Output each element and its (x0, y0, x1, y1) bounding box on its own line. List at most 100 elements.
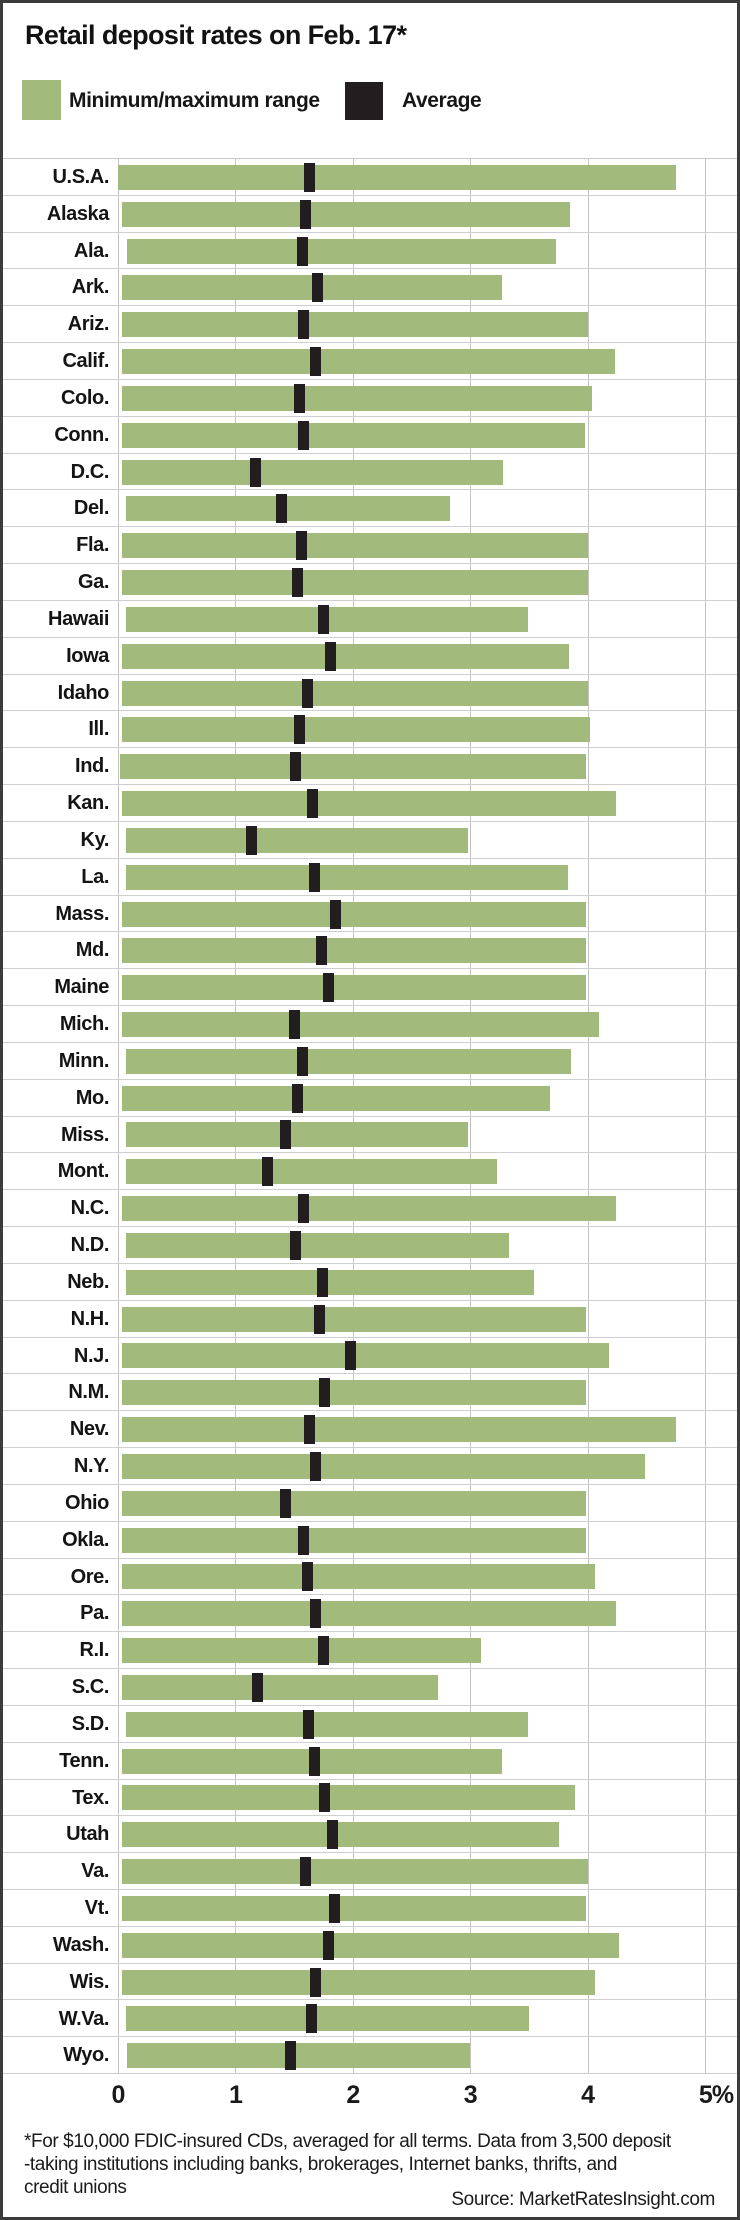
average-marker (292, 1083, 304, 1113)
average-marker (308, 1746, 320, 1776)
average-marker (306, 2004, 318, 2034)
average-marker (252, 1672, 264, 1702)
range-bar (121, 201, 570, 227)
state-label: Wis. (69, 1970, 110, 1993)
average-marker (300, 199, 312, 229)
range-bar (127, 2043, 471, 2069)
average-marker (312, 273, 324, 303)
x-axis-tick-label: 0 (111, 2081, 126, 2109)
state-label: Del. (73, 497, 109, 520)
state-label: Ill. (88, 718, 109, 741)
state-label: La. (81, 865, 109, 888)
range-bar (121, 1859, 588, 1885)
average-marker (275, 494, 287, 524)
range-bar (121, 533, 588, 559)
chart-row: Okla. (3, 1522, 737, 1559)
chart-row: Md. (3, 932, 737, 970)
average-marker (280, 1488, 292, 1518)
range-bar (121, 385, 593, 411)
chart-row: Minn. (3, 1043, 737, 1080)
chart-row: Calif. (3, 343, 737, 380)
state-label: Ga. (77, 571, 109, 594)
average-marker (297, 310, 309, 340)
average-marker (302, 1709, 314, 1739)
state-label: Ore. (70, 1565, 110, 1588)
average-marker (303, 162, 315, 192)
chart-row: Ariz. (3, 306, 737, 344)
chart-rows: U.S.A. Alaska Ala. Ark. Ariz. Calif. Colo. Conn… (3, 158, 737, 2075)
chart-row: Ore. (3, 1559, 737, 1596)
average-marker (292, 568, 304, 598)
state-label: N.Y. (73, 1455, 109, 1478)
average-marker (280, 1120, 292, 1150)
average-marker (309, 1599, 321, 1629)
state-label: Alaska (46, 202, 109, 225)
average-marker (296, 236, 308, 266)
average-marker (261, 1157, 273, 1187)
chart-row: Alaska (3, 196, 737, 233)
footnote-line: *For $10,000 FDIC-insured CDs, averaged … (24, 2131, 671, 2152)
state-label: Neb. (67, 1270, 109, 1293)
footnote: *For $10,000 FDIC-insured CDs, averaged … (24, 2130, 724, 2199)
range-bar (118, 164, 676, 190)
range-bar (121, 1527, 587, 1553)
range-bar (121, 1969, 595, 1995)
range-bar (121, 1343, 609, 1369)
average-marker (322, 973, 334, 1003)
average-marker (297, 420, 309, 450)
chart-row: U.S.A. (3, 159, 737, 196)
range-bar (121, 680, 588, 706)
average-marker (322, 1930, 334, 1960)
state-label: Mass. (55, 902, 109, 925)
chart-row: Colo. (3, 380, 737, 417)
chart-row: Neb. (3, 1264, 737, 1301)
chart-row: N.C. (3, 1190, 737, 1228)
range-bar (121, 1638, 481, 1664)
x-axis-tick-label: 1 (228, 2081, 243, 2109)
range-bar (121, 643, 569, 669)
chart-row: Ill. (3, 711, 737, 749)
range-bar (121, 1932, 620, 1958)
chart-row: Iowa (3, 638, 737, 675)
legend-range-label: Minimum/maximum range (69, 89, 320, 112)
range-bar (121, 422, 586, 448)
average-marker (297, 1525, 309, 1555)
average-marker (317, 1636, 329, 1666)
average-marker (329, 899, 341, 929)
chart-row: S.D. (3, 1706, 737, 1743)
average-marker (289, 752, 301, 782)
state-label: N.C. (70, 1197, 110, 1220)
average-marker (309, 1451, 321, 1481)
chart-row: Del. (3, 490, 737, 528)
state-label: Utah (66, 1823, 109, 1846)
range-bar (121, 1601, 616, 1627)
state-label: Iowa (66, 644, 109, 667)
source-credit: Source: MarketRatesInsight.com (451, 2189, 715, 2210)
average-marker (319, 1378, 331, 1408)
chart-row: Tenn. (3, 1743, 737, 1780)
state-label: Nev. (69, 1418, 110, 1441)
average-marker (285, 2041, 297, 2071)
state-label: Mich. (59, 1013, 110, 1036)
state-label: Ind. (75, 755, 109, 778)
state-label: Wyo. (63, 2044, 109, 2067)
chart-row: S.C. (3, 1669, 737, 1706)
chart-row: Maine (3, 969, 737, 1007)
x-axis-tick-label: 4 (581, 2081, 595, 2109)
chart-row: Vt. (3, 1890, 737, 1927)
state-label: Tenn. (59, 1749, 109, 1772)
range-bar (121, 938, 587, 964)
range-bar (121, 1822, 560, 1848)
average-marker (344, 1341, 356, 1371)
chart-row: Miss. (3, 1117, 737, 1154)
average-marker (314, 1304, 326, 1334)
average-marker (308, 862, 320, 892)
average-marker (307, 789, 319, 819)
state-label: Conn. (54, 423, 109, 446)
state-label: Ark. (71, 276, 110, 299)
state-label: Miss. (60, 1123, 109, 1146)
state-label: Fla. (76, 534, 109, 557)
range-bar (121, 570, 588, 596)
chart-row: Conn. (3, 417, 737, 454)
chart-row: Ala. (3, 233, 737, 270)
